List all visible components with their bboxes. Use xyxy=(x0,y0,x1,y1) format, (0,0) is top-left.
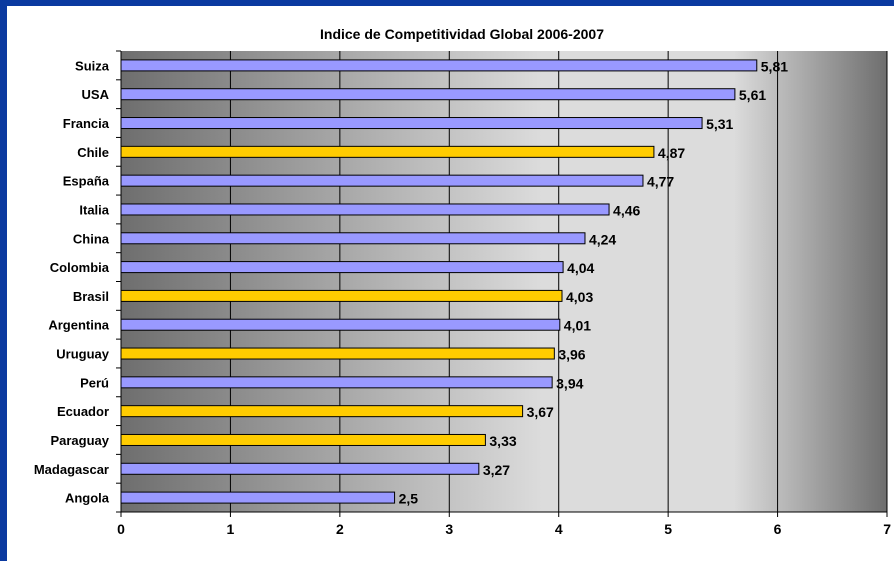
category-label: España xyxy=(63,174,110,189)
bar xyxy=(120,174,644,187)
category-label: Francia xyxy=(63,116,110,131)
bar xyxy=(120,232,586,245)
data-label: 3,94 xyxy=(556,375,583,391)
x-tick-label: 1 xyxy=(227,521,235,537)
data-label: 3,33 xyxy=(489,433,516,449)
category-label: Italia xyxy=(79,202,109,217)
category-label: Argentina xyxy=(48,318,109,333)
category-label: Perú xyxy=(80,375,109,390)
data-label: 3,27 xyxy=(483,462,510,478)
data-label: 5,61 xyxy=(739,87,766,103)
data-label: 3,96 xyxy=(558,347,585,363)
data-label: 4,04 xyxy=(567,260,594,276)
bar xyxy=(120,261,564,274)
data-label: 4,24 xyxy=(589,231,616,247)
data-label: 4,03 xyxy=(566,289,593,305)
data-label: 4,01 xyxy=(564,318,591,334)
bar xyxy=(120,318,561,331)
category-label: Colombia xyxy=(50,260,110,275)
bar xyxy=(120,433,486,446)
data-label: 5,81 xyxy=(761,58,788,74)
data-label: 5,31 xyxy=(706,116,733,132)
bar xyxy=(120,462,480,475)
chart-frame: Indice de Competitividad Global 2006-200… xyxy=(7,6,894,561)
category-label: Chile xyxy=(77,145,109,160)
category-label: USA xyxy=(82,87,110,102)
bar xyxy=(120,117,703,130)
x-tick-label: 6 xyxy=(774,521,782,537)
bar xyxy=(120,203,610,216)
x-tick-label: 2 xyxy=(336,521,344,537)
x-tick-label: 7 xyxy=(883,521,891,537)
bar xyxy=(120,289,563,302)
data-label: 4,87 xyxy=(658,145,685,161)
bar xyxy=(120,491,396,504)
category-label: Uruguay xyxy=(56,347,110,362)
data-label: 2,5 xyxy=(399,491,419,507)
category-label: China xyxy=(73,231,110,246)
chart: Indice de Competitividad Global 2006-200… xyxy=(34,26,891,537)
chart-title: Indice de Competitividad Global 2006-200… xyxy=(320,26,604,42)
category-label: Ecuador xyxy=(57,404,109,419)
data-label: 4,77 xyxy=(647,174,674,190)
x-tick-label: 0 xyxy=(117,521,125,537)
category-label: Angola xyxy=(65,491,110,506)
bar xyxy=(120,88,736,101)
bar xyxy=(120,347,555,360)
x-tick-label: 3 xyxy=(445,521,453,537)
bar xyxy=(120,376,553,389)
category-label: Madagascar xyxy=(34,462,109,477)
category-label: Paraguay xyxy=(50,433,109,448)
data-label: 4,46 xyxy=(613,202,640,218)
data-label: 3,67 xyxy=(527,404,554,420)
bar xyxy=(120,59,758,72)
bar xyxy=(120,405,524,418)
bar xyxy=(120,145,655,158)
category-label: Suiza xyxy=(75,58,110,73)
x-tick-label: 5 xyxy=(664,521,672,537)
x-tick-label: 4 xyxy=(555,521,563,537)
category-label: Brasil xyxy=(73,289,109,304)
